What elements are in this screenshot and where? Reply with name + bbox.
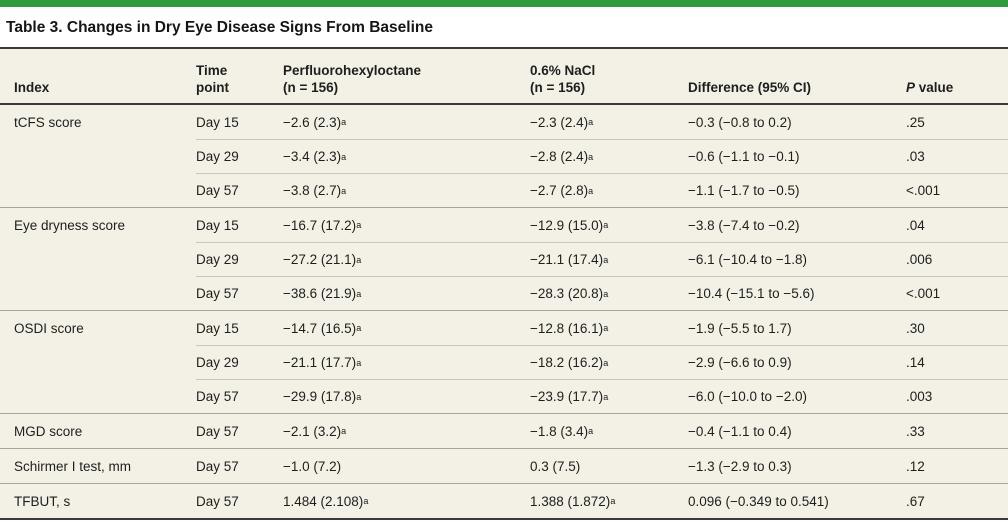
col-header-difference: Difference (95% CI) [688,80,812,95]
cell-p-value: .006 [906,242,1008,276]
cell-time-point: Day 57 [196,493,239,509]
cell-nacl: −2.7 (2.8) a [530,173,688,207]
table-row: Day 57 −29.9 (17.8) a −23.9 (17.7) a −6.0 … [0,379,1008,413]
cell-nacl: −2.3 (2.4) a [530,114,594,130]
cell-time-point: Day 15 [196,217,239,233]
table-row: Day 57 −38.6 (21.9) a −28.3 (20.8) a −10.4… [0,276,1008,310]
cell-index: TFBUT, s [14,493,71,509]
table-row: tCFS score Day 15 −2.6 (2.3) a −2.3 (2.4)… [0,105,1008,139]
cell-time-point: Day 15 [196,114,239,130]
cell-p-value: <.001 [906,276,1008,310]
cell-perfluorohexyloctane: −29.9 (17.8) a [283,379,530,413]
cell-p-value: .33 [906,423,925,439]
data-table: Index Time point Perfluorohexyloctane (n… [0,47,1008,520]
cell-p-value: .003 [906,379,1008,413]
col-header-p-value: P value [906,80,954,95]
table-row: Schirmer I test, mm Day 57 −1.0 (7.2) 0.… [0,448,1008,483]
cell-difference: −2.9 (−6.6 to 0.9) [688,345,906,379]
cell-index [14,173,196,207]
table-accent-bar [0,0,1008,7]
cell-perfluorohexyloctane: −3.4 (2.3) a [283,139,530,173]
cell-time-point: Day 29 [196,345,283,379]
table-row: OSDI score Day 15 −14.7 (16.5) a −12.8 (1… [0,310,1008,345]
col-header-index: Index [14,80,50,95]
cell-difference: −3.8 (−7.4 to −0.2) [688,217,800,233]
table-body: tCFS score Day 15 −2.6 (2.3) a −2.3 (2.4)… [0,105,1008,518]
table-header-row: Index Time point Perfluorohexyloctane (n… [0,49,1008,105]
cell-difference: −0.3 (−0.8 to 0.2) [688,114,792,130]
table-row: Day 29 −3.4 (2.3) a −2.8 (2.4) a −0.6 (−1.… [0,139,1008,173]
cell-nacl: −18.2 (16.2) a [530,345,688,379]
cell-time-point: Day 57 [196,379,283,413]
cell-difference: −10.4 (−15.1 to −5.6) [688,276,906,310]
cell-perfluorohexyloctane: −2.6 (2.3) a [283,114,347,130]
cell-p-value: .04 [906,217,925,233]
cell-index [14,242,196,276]
cell-time-point: Day 29 [196,242,283,276]
cell-time-point: Day 57 [196,423,239,439]
cell-p-value: .25 [906,114,925,130]
table-row: Day 29 −21.1 (17.7) a −18.2 (16.2) a −2.9 … [0,345,1008,379]
cell-p-value: .67 [906,493,925,509]
cell-index: Eye dryness score [14,217,126,233]
table-row: Day 29 −27.2 (21.1) a −21.1 (17.4) a −6.1 … [0,242,1008,276]
cell-p-value: <.001 [906,173,1008,207]
cell-difference: −6.1 (−10.4 to −1.8) [688,242,906,276]
cell-perfluorohexyloctane: −14.7 (16.5) a [283,320,362,336]
table-title-block: Table 3. Changes in Dry Eye Disease Sign… [0,7,1008,47]
cell-time-point: Day 15 [196,320,239,336]
cell-index: Schirmer I test, mm [14,458,132,474]
cell-perfluorohexyloctane: −16.7 (17.2) a [283,217,362,233]
table-row: MGD score Day 57 −2.1 (3.2) a −1.8 (3.4) a… [0,413,1008,448]
cell-perfluorohexyloctane: −1.0 (7.2) [283,458,342,474]
cell-perfluorohexyloctane: −2.1 (3.2) a [283,423,347,439]
cell-index: OSDI score [14,320,84,336]
cell-perfluorohexyloctane: −21.1 (17.7) a [283,345,530,379]
cell-difference: −0.4 (−1.1 to 0.4) [688,423,792,439]
cell-p-value: .30 [906,320,925,336]
cell-difference: −6.0 (−10.0 to −2.0) [688,379,906,413]
cell-nacl: −1.8 (3.4) a [530,423,594,439]
cell-nacl: −28.3 (20.8) a [530,276,688,310]
cell-difference: 0.096 (−0.349 to 0.541) [688,493,829,509]
table-row: Day 57 −3.8 (2.7) a −2.7 (2.8) a −1.1 (−1.… [0,173,1008,207]
cell-nacl: 1.388 (1.872) a [530,493,616,509]
cell-index [14,379,196,413]
cell-nacl: −21.1 (17.4) a [530,242,688,276]
cell-time-point: Day 57 [196,458,239,474]
cell-time-point: Day 57 [196,173,283,207]
cell-difference: −1.3 (−2.9 to 0.3) [688,458,792,474]
table-row: Eye dryness score Day 15 −16.7 (17.2) a −… [0,207,1008,242]
cell-time-point: Day 29 [196,139,283,173]
cell-index [14,276,196,310]
col-header-perfluorohexyloctane: Perfluorohexyloctane (n = 156) [283,63,422,95]
cell-index [14,139,196,173]
cell-p-value: .12 [906,458,925,474]
col-header-time-point: Time point [196,63,229,95]
cell-nacl: −12.9 (15.0) a [530,217,609,233]
cell-index [14,345,196,379]
cell-p-value: .03 [906,139,1008,173]
cell-nacl: −12.8 (16.1) a [530,320,609,336]
cell-nacl: −2.8 (2.4) a [530,139,688,173]
cell-index: MGD score [14,423,83,439]
table-title: Table 3. Changes in Dry Eye Disease Sign… [6,19,433,36]
cell-index: tCFS score [14,114,82,130]
cell-perfluorohexyloctane: 1.484 (2.108) a [283,493,369,509]
cell-difference: −1.9 (−5.5 to 1.7) [688,320,792,336]
cell-perfluorohexyloctane: −38.6 (21.9) a [283,276,530,310]
cell-nacl: 0.3 (7.5) [530,458,581,474]
cell-p-value: .14 [906,345,1008,379]
cell-difference: −1.1 (−1.7 to −0.5) [688,173,906,207]
cell-difference: −0.6 (−1.1 to −0.1) [688,139,906,173]
cell-time-point: Day 57 [196,276,283,310]
col-header-nacl: 0.6% NaCl (n = 156) [530,63,596,95]
cell-perfluorohexyloctane: −27.2 (21.1) a [283,242,530,276]
table-row: TFBUT, s Day 57 1.484 (2.108) a 1.388 (1.… [0,483,1008,518]
cell-nacl: −23.9 (17.7) a [530,379,688,413]
cell-perfluorohexyloctane: −3.8 (2.7) a [283,173,530,207]
